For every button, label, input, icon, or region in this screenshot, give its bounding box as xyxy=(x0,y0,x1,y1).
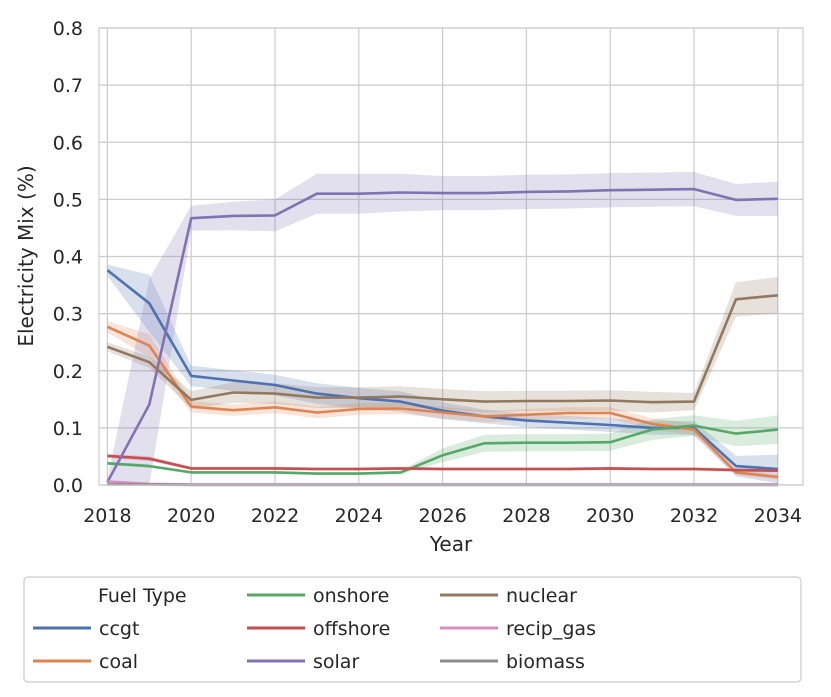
y-tick-labels: 0.0 0.1 0.2 0.3 0.4 0.5 0.6 0.7 0.8 xyxy=(53,18,83,497)
y-tick-label: 0.6 xyxy=(53,132,83,154)
legend-title: Fuel Type xyxy=(98,585,187,607)
legend-label-onshore: onshore xyxy=(313,585,389,607)
y-tick-label: 0.2 xyxy=(53,361,83,383)
legend-label-ccgt: ccgt xyxy=(99,618,139,640)
legend-label-recip_gas: recip_gas xyxy=(506,618,596,640)
legend-items: ccgt coal onshore offshore solar nuclear recip… xyxy=(33,585,596,673)
x-tick-label: 2020 xyxy=(167,505,215,527)
series-line-onshore xyxy=(107,424,779,475)
y-tick-label: 0.5 xyxy=(53,189,83,211)
y-tick-label: 0.4 xyxy=(53,247,83,269)
legend-label-coal: coal xyxy=(99,651,138,673)
legend-label-biomass: biomass xyxy=(506,651,585,673)
x-tick-label: 2030 xyxy=(586,505,634,527)
x-tick-labels: 2018 2020 2022 2024 2026 2028 2030 2032 2034 xyxy=(83,505,802,527)
series-line-coal xyxy=(106,325,779,479)
x-tick-label: 2022 xyxy=(251,505,299,527)
x-tick-label: 2024 xyxy=(335,505,383,527)
x-tick-label: 2018 xyxy=(83,505,131,527)
series-line-offshore xyxy=(107,454,778,472)
y-tick-label: 0.8 xyxy=(53,18,83,40)
ci-band-ccgt xyxy=(107,264,778,484)
x-tick-label: 2034 xyxy=(754,505,802,527)
plot-frame xyxy=(98,27,804,486)
x-tick-label: 2026 xyxy=(418,505,466,527)
x-tick-label: 2028 xyxy=(502,505,550,527)
x-tick-label: 2032 xyxy=(670,505,718,527)
legend-label-nuclear: nuclear xyxy=(506,585,577,607)
legend-label-solar: solar xyxy=(313,651,359,673)
y-axis-title: Electricity Mix (%) xyxy=(14,165,38,346)
legend-label-offshore: offshore xyxy=(313,618,390,640)
ci-band-solar xyxy=(107,172,778,485)
series-line-solar xyxy=(106,187,778,483)
legend: Fuel Type ccgt coal onshore offshore solar nu… xyxy=(23,576,802,683)
y-tick-label: 0.1 xyxy=(53,418,83,440)
y-tick-label: 0.0 xyxy=(53,475,83,497)
grid xyxy=(99,27,803,486)
y-tick-label: 0.7 xyxy=(53,75,83,97)
x-axis-title: Year xyxy=(429,532,473,556)
series-line-nuclear xyxy=(106,294,779,404)
legend-frame xyxy=(23,576,802,683)
y-tick-label: 0.3 xyxy=(53,304,83,326)
